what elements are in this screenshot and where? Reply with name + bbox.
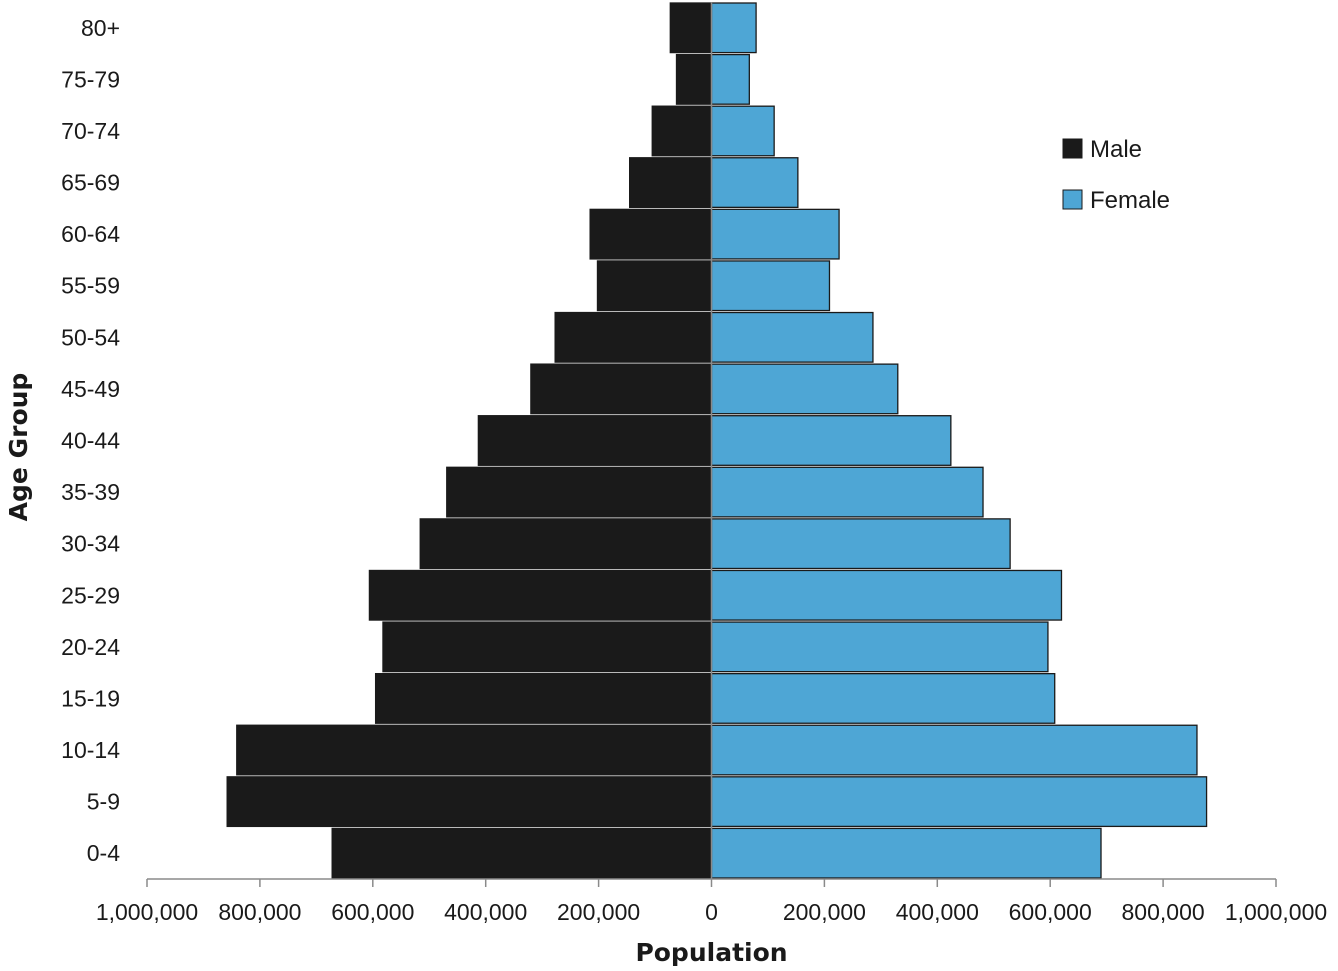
y-tick-label: 35-39 [61,479,120,505]
bar-female-5-9 [710,776,1208,828]
y-tick-label: 40-44 [61,428,120,454]
bar-male-20-24 [382,621,713,673]
y-tick-label: 70-74 [61,118,120,144]
bar-female-40-44 [710,415,952,466]
y-tick-label: 15-19 [61,685,120,711]
x-tick-label: 800,000 [1122,899,1205,925]
bar-male-30-34 [419,518,713,570]
bar-male-80+ [669,2,713,54]
y-tick-label: 25-29 [61,582,120,608]
x-tick-label: 0 [705,899,718,925]
y-tick-label: 50-54 [61,324,120,350]
y-tick-label: 60-64 [61,221,120,247]
x-tick-label: 400,000 [896,899,979,925]
y-tick-label: 65-69 [61,170,120,196]
legend-label-female: Female [1090,187,1170,214]
y-tick-label: 10-14 [61,737,120,763]
y-tick-label: 75-79 [61,66,120,92]
x-tick-label: 600,000 [1009,899,1092,925]
legend-swatch-male [1062,138,1083,159]
x-axis-title: Population [635,938,787,967]
x-tick-label: 200,000 [783,899,866,925]
x-tick-label: 400,000 [444,899,527,925]
bar-male-10-14 [236,724,713,776]
bar-male-75-79 [675,53,713,105]
bar-male-70-74 [651,105,713,157]
x-tick-label: 1,000,000 [96,899,198,925]
legend: Male Female [1062,136,1170,214]
bar-female-0-4 [710,827,1102,879]
bar-female-20-24 [710,621,1049,673]
bars-group [226,2,1208,879]
y-tick-label: 5-9 [87,789,120,815]
x-tick-label: 1,000,000 [1225,899,1327,925]
bar-female-15-19 [710,673,1056,724]
bar-male-65-69 [629,157,713,208]
bar-female-65-69 [710,157,799,208]
legend-swatch-female [1062,189,1083,210]
bar-male-5-9 [226,776,713,828]
bar-male-60-64 [589,208,713,260]
bar-female-55-59 [710,260,831,312]
bar-female-25-29 [710,569,1063,621]
bar-male-55-59 [596,260,713,312]
bar-female-30-34 [710,518,1011,570]
y-tick-label: 0-4 [87,840,120,866]
bar-female-75-79 [710,53,750,105]
x-tick-label: 600,000 [331,899,414,925]
y-axis-tick-labels: 0-4 5-9 10-14 15-19 20-24 25-29 30-34 35-39 40-4… [61,15,120,866]
bar-male-50-54 [554,311,713,363]
bar-male-45-49 [530,363,713,415]
y-tick-label: 55-59 [61,273,120,299]
bar-female-80+ [710,2,757,54]
bar-male-25-29 [368,569,713,621]
y-tick-label: 20-24 [61,634,120,660]
bar-male-0-4 [331,827,713,879]
bar-female-35-39 [710,466,984,518]
y-tick-label: 80+ [81,15,120,41]
bar-female-45-49 [710,363,899,415]
x-axis: 1,000,000 800,000 600,000 400,000 200,000 0 20… [96,878,1327,925]
bar-female-50-54 [710,311,874,363]
x-tick-label: 800,000 [218,899,301,925]
bar-female-60-64 [710,208,840,260]
x-tick-label: 200,000 [557,899,640,925]
y-tick-label: 45-49 [61,376,120,402]
legend-label-male: Male [1090,136,1142,163]
bar-male-35-39 [446,466,713,518]
bar-female-70-74 [710,105,775,157]
bar-male-40-44 [477,415,713,466]
bar-female-10-14 [710,724,1198,776]
bar-male-15-19 [374,673,713,724]
y-tick-label: 30-34 [61,531,120,557]
y-axis-title: Age Group [4,373,33,522]
